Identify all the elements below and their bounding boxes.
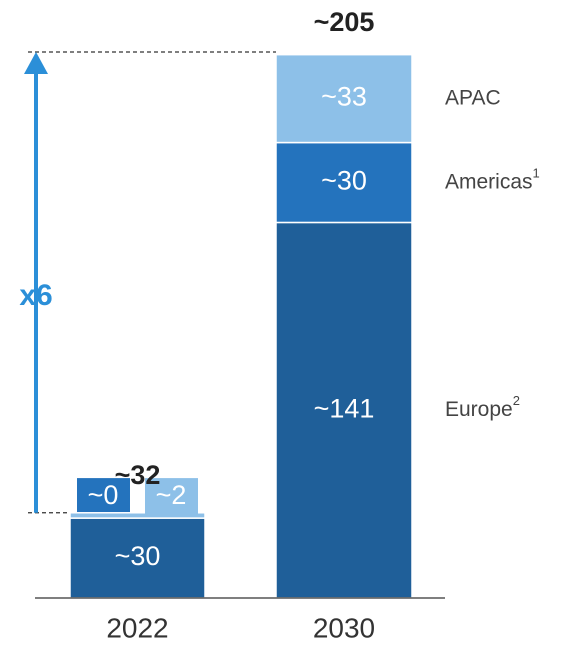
segment-label: ~0 bbox=[88, 480, 119, 510]
segment-label: ~2 bbox=[156, 480, 187, 510]
total-label: ~205 bbox=[314, 7, 375, 37]
segment-label: ~141 bbox=[314, 393, 375, 423]
label-box bbox=[145, 478, 198, 517]
bar-segment bbox=[69, 512, 206, 519]
bar-segment bbox=[275, 53, 413, 144]
legend-footnote: 2 bbox=[513, 394, 520, 409]
x-tick-label: 2030 bbox=[313, 612, 375, 643]
segment-label: ~33 bbox=[321, 82, 367, 112]
legend-name: Americas bbox=[445, 170, 533, 193]
legend-label: Europe2 bbox=[445, 394, 520, 421]
legend-name: Europe bbox=[445, 398, 513, 421]
bar-segment bbox=[69, 517, 206, 599]
total-label: ~32 bbox=[115, 460, 161, 490]
legend-footnote: 1 bbox=[533, 166, 540, 181]
segment-label: ~30 bbox=[321, 166, 367, 196]
segment-label: ~30 bbox=[115, 541, 161, 571]
x-tick-label: 2022 bbox=[106, 612, 168, 643]
label-box bbox=[77, 478, 130, 517]
legend-name: APAC bbox=[445, 86, 501, 109]
bar-segment bbox=[275, 141, 413, 224]
arrow-head bbox=[24, 52, 48, 74]
legend-label: APAC bbox=[445, 86, 501, 109]
legend-label: Americas1 bbox=[445, 166, 540, 193]
